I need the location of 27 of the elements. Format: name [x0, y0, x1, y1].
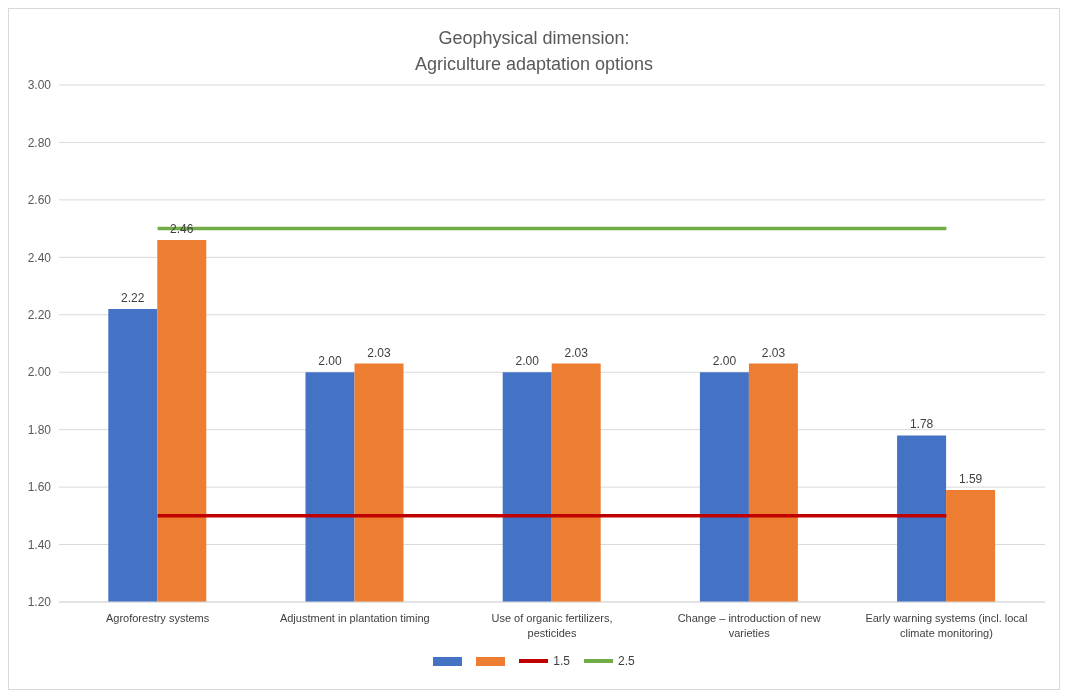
y-tick-label: 1.20: [27, 595, 52, 610]
y-tick-label: 2.20: [27, 308, 52, 323]
data-label: 1.78: [909, 417, 934, 432]
y-tick-label: 2.60: [27, 193, 52, 208]
y-tick-label: 2.00: [27, 365, 52, 380]
x-tick-label: Use of organic fertilizers, pesticides: [491, 612, 613, 639]
y-tick-label: 1.60: [27, 480, 52, 495]
data-label: 2.00: [515, 354, 540, 369]
data-label: 2.00: [318, 354, 342, 369]
data-label: 2.00: [712, 354, 737, 369]
y-tick-label: 1.40: [27, 537, 52, 552]
data-label: 2.03: [761, 345, 786, 360]
y-tick-label: 2.40: [27, 250, 52, 265]
chart-title: Geophysical dimension: Agriculture adaptation options: [413, 27, 655, 76]
y-tick-label: 2.80: [27, 135, 52, 150]
data-label: 2.03: [367, 345, 391, 360]
x-tick-label: Agroforestry systems: [105, 612, 210, 624]
data-label: 2.22: [121, 291, 145, 306]
legend-label: 2.5: [618, 654, 635, 668]
x-tick-label: Adjustment in plantation timing: [279, 612, 430, 624]
data-label: 1.59: [958, 471, 983, 486]
x-tick-label: Early warning systems (incl. local climate monitoring): [865, 612, 1028, 639]
legend-label: 1.5: [553, 654, 570, 668]
x-tick-label: Change – introduction of new varieties: [677, 612, 821, 639]
y-tick-label: 1.80: [27, 422, 52, 437]
y-tick-label: 3.00: [27, 78, 52, 93]
data-label: 2.03: [564, 345, 589, 360]
